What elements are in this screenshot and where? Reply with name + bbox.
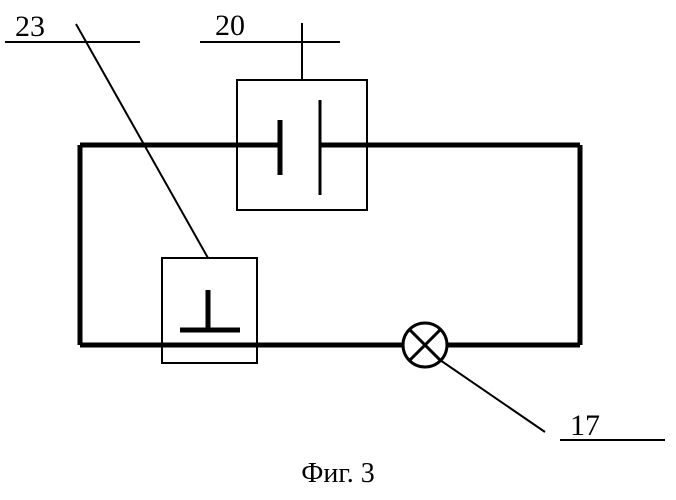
circuit-diagram: 20 23 17: [0, 0, 676, 500]
switch-leader: [76, 24, 208, 258]
lamp-leader: [440, 360, 545, 432]
figure-caption: Фиг. 3: [0, 458, 676, 490]
battery-label: 20: [215, 9, 245, 42]
lamp-label: 17: [570, 409, 600, 442]
switch-label: 23: [15, 10, 45, 43]
